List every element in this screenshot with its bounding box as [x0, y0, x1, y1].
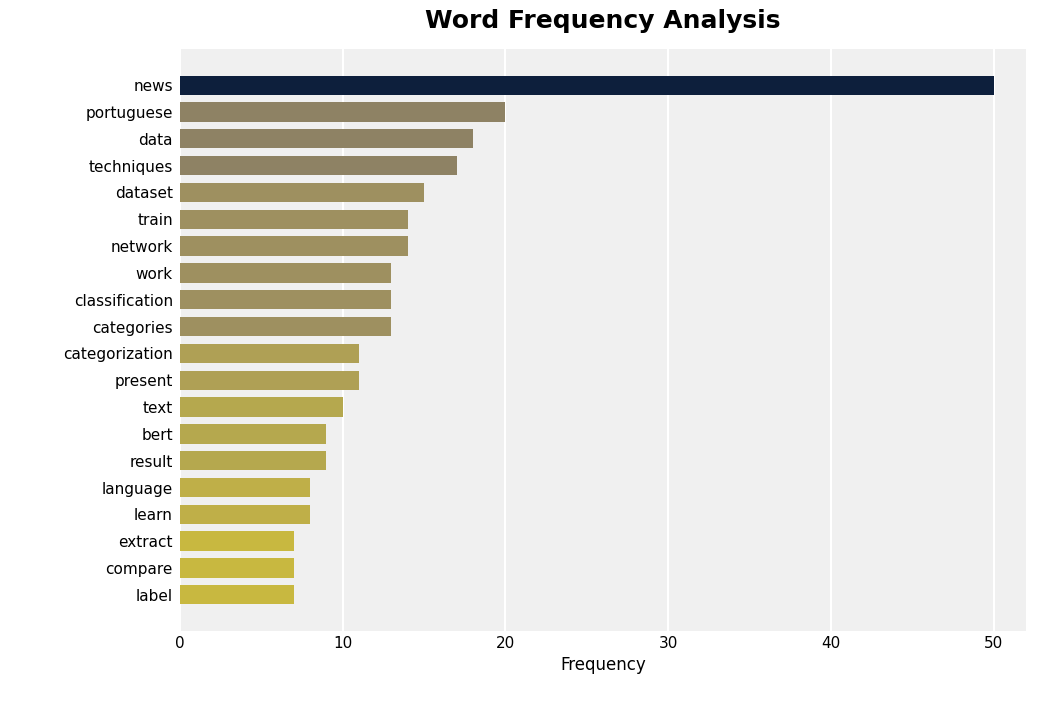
Bar: [180, 451, 326, 470]
Bar: [180, 505, 310, 524]
Bar: [180, 156, 457, 175]
Bar: [180, 183, 424, 202]
Bar: [180, 317, 391, 336]
Bar: [180, 129, 473, 149]
Bar: [180, 236, 407, 256]
Bar: [180, 290, 391, 309]
Title: Word Frequency Analysis: Word Frequency Analysis: [425, 9, 781, 33]
Bar: [180, 531, 294, 551]
Bar: [180, 102, 506, 122]
Bar: [180, 76, 993, 95]
Bar: [180, 585, 294, 604]
Bar: [180, 478, 310, 497]
Bar: [180, 371, 359, 390]
Bar: [180, 264, 391, 283]
X-axis label: Frequency: Frequency: [560, 656, 646, 674]
Bar: [180, 558, 294, 578]
Bar: [180, 210, 407, 229]
Bar: [180, 424, 326, 444]
Bar: [180, 343, 359, 363]
Bar: [180, 397, 343, 416]
